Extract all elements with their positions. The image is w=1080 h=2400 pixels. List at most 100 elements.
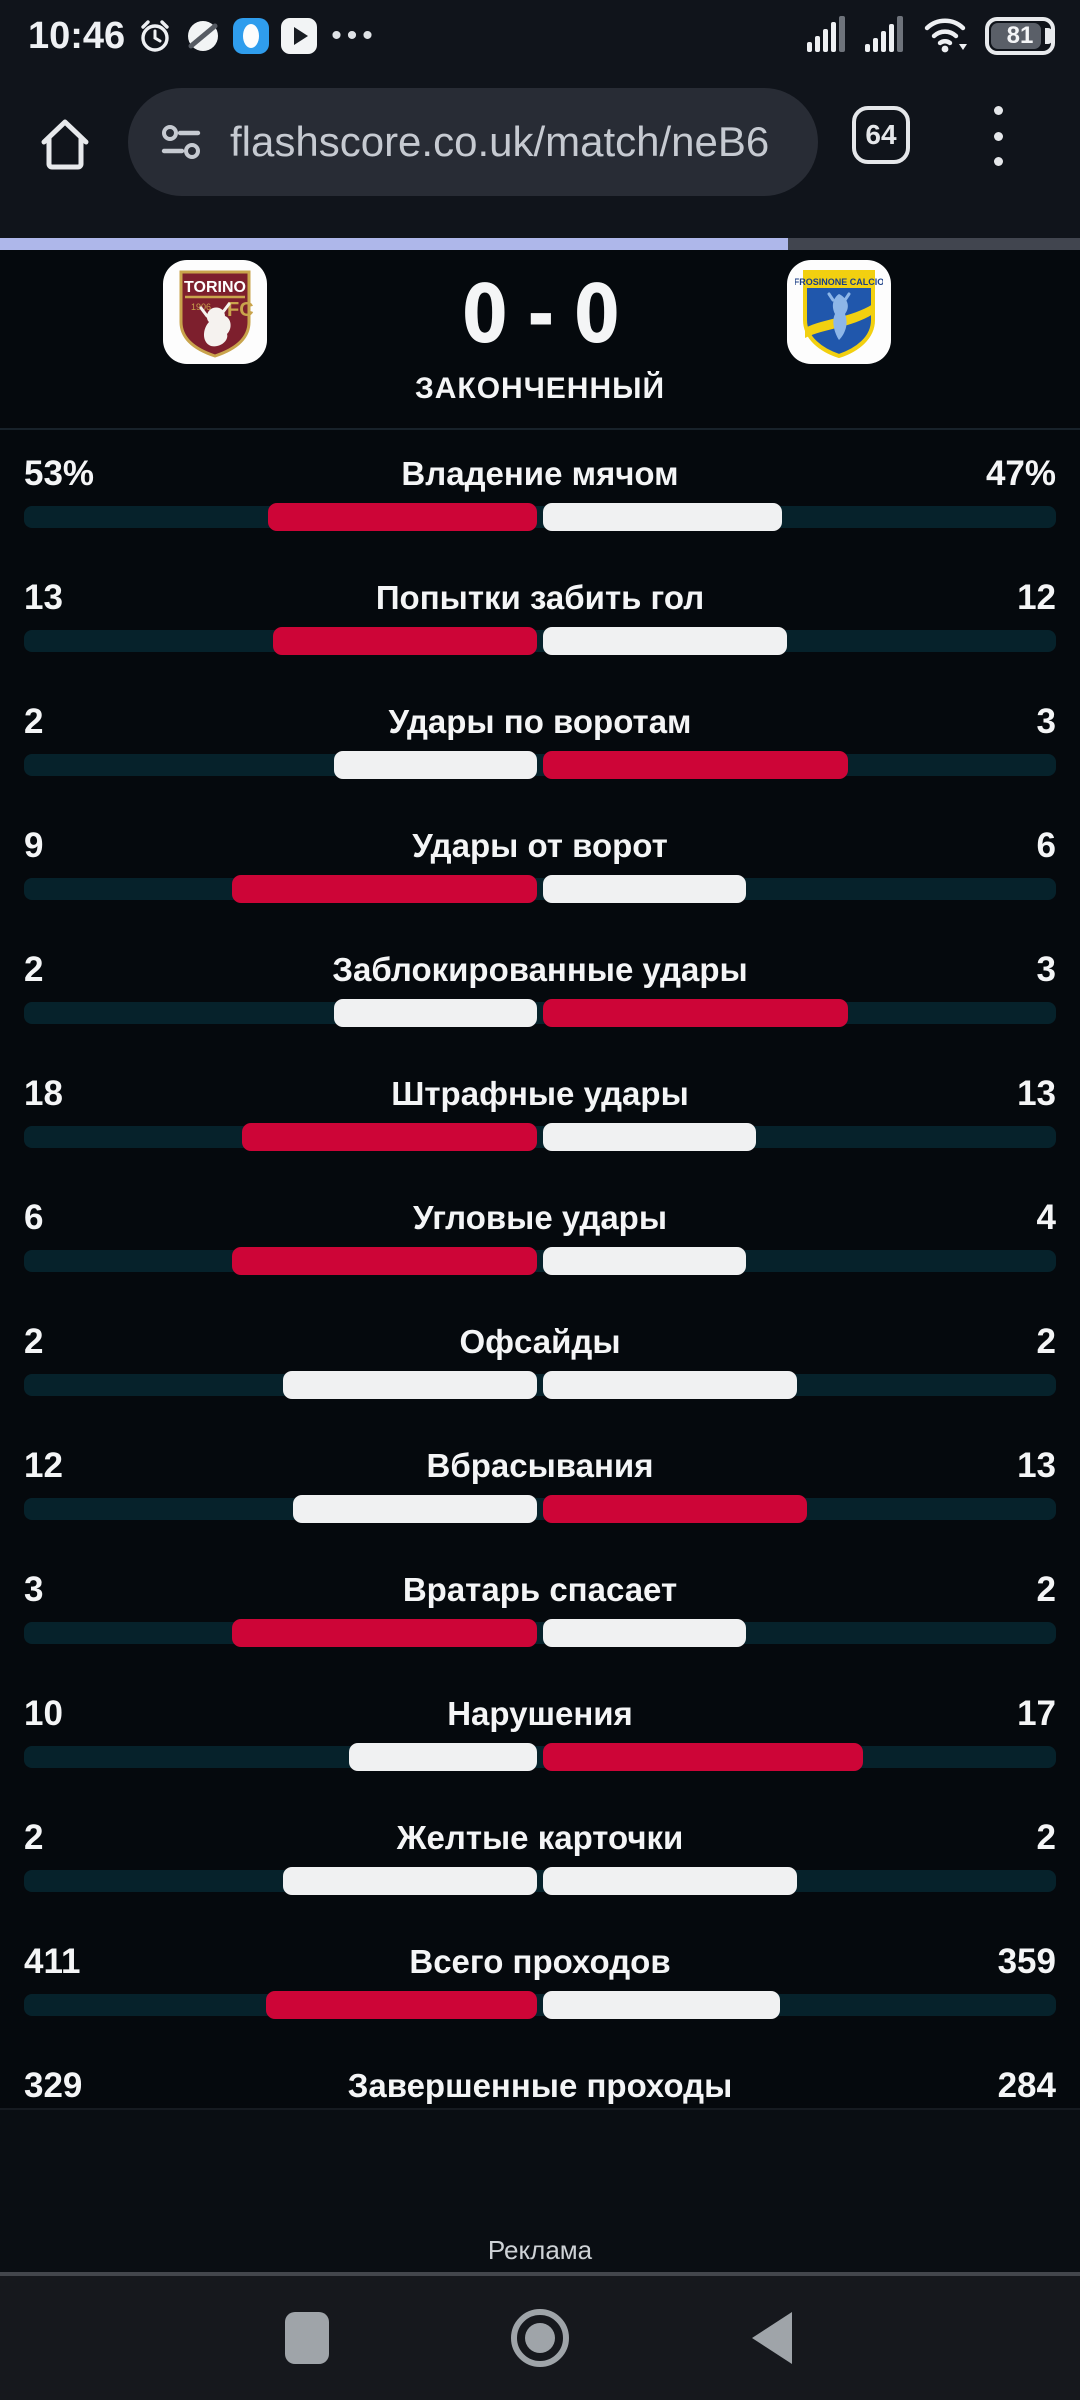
stat-home-value: 13: [24, 578, 63, 617]
stat-bar-right: [543, 1123, 757, 1151]
stat-away-value: 3: [1036, 702, 1056, 741]
cell-signal-1-icon: [807, 14, 851, 59]
stat-label: Угловые удары: [412, 1199, 668, 1236]
stat-row: 9 Удары от ворот 6: [0, 802, 1080, 926]
stat-away-value: 6: [1036, 826, 1056, 865]
stat-bar-track: [24, 1619, 1056, 1647]
stat-bar-left: [283, 1867, 537, 1895]
stat-home-value: 9: [24, 826, 44, 865]
stat-away-value: 284: [997, 2066, 1056, 2105]
stat-label: Удары от ворот: [412, 827, 668, 864]
stat-bar-left: [333, 751, 537, 779]
stat-bar-track: [24, 1247, 1056, 1275]
stat-bar-track: [24, 503, 1056, 531]
home-logo-fc: FC: [227, 299, 254, 321]
away-team-logo[interactable]: FROSINONE CALCIO: [787, 260, 891, 364]
stat-bar-right: [543, 1867, 797, 1895]
stat-bar-track: [24, 1371, 1056, 1399]
page-info-icon[interactable]: [158, 119, 204, 165]
stat-bar-track: [24, 1991, 1056, 2019]
stat-label: Владение мячом: [401, 455, 679, 492]
wifi-icon: [923, 14, 971, 59]
stat-bar-track: [24, 1495, 1056, 1523]
stat-bar-track: [24, 1867, 1056, 1895]
stat-label: Вратарь спасает: [402, 1571, 678, 1608]
stat-away-value: 13: [1017, 1446, 1056, 1485]
match-statistics-list: 53% Владение мячом 47% 13 Попытки забить гол…: [0, 430, 1080, 2108]
stat-label: Штрафные удары: [391, 1075, 689, 1112]
address-bar[interactable]: flashscore.co.uk/match/neB6: [128, 88, 818, 196]
stat-label: Всего проходов: [409, 1943, 671, 1980]
stat-row: 2 Офсайды 2: [0, 1298, 1080, 1422]
notification-overflow-dots: •••: [331, 19, 378, 52]
stat-row: 12 Вбрасывания 13: [0, 1422, 1080, 1546]
stat-bar-left: [333, 999, 537, 1027]
stat-home-value: 2: [24, 1818, 44, 1857]
stat-home-value: 6: [24, 1198, 44, 1237]
stat-home-value: 329: [24, 2066, 83, 2105]
browser-menu-button[interactable]: [978, 104, 1018, 168]
messenger-app-icon: [233, 18, 270, 54]
stat-row: 2 Желтые карточки 2: [0, 1794, 1080, 1918]
stat-bar-right: [543, 1619, 747, 1647]
stat-home-value: 2: [24, 702, 44, 741]
stat-label: Желтые карточки: [396, 1819, 684, 1856]
stat-bar-track: [24, 999, 1056, 1027]
home-logo-name: TORINO: [184, 279, 246, 296]
battery-icon: 81: [985, 17, 1055, 55]
video-app-icon: [281, 18, 318, 54]
stat-bar-right: [543, 1371, 797, 1399]
tab-switcher-button[interactable]: 64: [852, 106, 910, 164]
recents-icon[interactable]: [247, 2276, 367, 2400]
stat-bar-track: [24, 627, 1056, 655]
nav-separator: [0, 2272, 1080, 2276]
stat-bar-left: [348, 1743, 537, 1771]
stat-bar-track: [24, 1123, 1056, 1151]
browser-chrome: 10:46 •••: [0, 0, 1080, 250]
stat-label: Завершенные проходы: [347, 2067, 733, 2104]
stat-away-value: 47%: [985, 454, 1056, 493]
stat-label: Нарушения: [447, 1695, 633, 1732]
home-button[interactable]: [34, 114, 96, 181]
home-team-logo[interactable]: TORINO 1906 FC: [163, 260, 267, 364]
stat-bar-left: [232, 1619, 537, 1647]
home-circle-icon[interactable]: [480, 2276, 600, 2400]
page-load-progress-bar: [0, 238, 1080, 250]
stat-bar-left: [242, 1123, 537, 1151]
stat-home-value: 2: [24, 1322, 44, 1361]
android-nav-bar: [0, 2276, 1080, 2400]
stat-away-value: 2: [1036, 1818, 1056, 1857]
stat-row: 13 Попытки забить гол 12: [0, 554, 1080, 678]
stat-bar-track: [24, 1743, 1056, 1771]
stat-row: 18 Штрафные удары 13: [0, 1050, 1080, 1174]
match-header: TORINO 1906 FC 0 - 0 ЗАКОНЧЕННЫЙ FROSINO…: [0, 250, 1080, 430]
stat-home-value: 53%: [24, 454, 95, 493]
stat-bar-right: [543, 875, 747, 903]
stat-bar-left: [267, 503, 537, 531]
stat-row: 6 Угловые удары 4: [0, 1174, 1080, 1298]
stat-away-value: 2: [1036, 1570, 1056, 1609]
stat-row: 2 Заблокированные удары 3: [0, 926, 1080, 1050]
stat-home-value: 2: [24, 950, 44, 989]
clock: 10:46: [28, 14, 126, 57]
stat-row: 53% Владение мячом 47%: [0, 430, 1080, 554]
stat-row: 329 Завершенные проходы 284: [0, 2042, 1080, 2108]
stat-bar-track: [24, 875, 1056, 903]
stat-label: Удары по воротам: [388, 703, 692, 740]
match-score: 0 - 0: [461, 268, 620, 361]
stat-row: 2 Удары по воротам 3: [0, 678, 1080, 802]
url-text[interactable]: flashscore.co.uk/match/neB6: [230, 118, 770, 165]
stat-away-value: 12: [1017, 578, 1056, 617]
header-divider: [0, 428, 1080, 430]
battery-percent: 81: [1006, 22, 1034, 49]
stat-bar-right: [543, 503, 782, 531]
stat-bar-left: [232, 875, 537, 903]
tab-count: 64: [865, 119, 897, 150]
stat-bar-right: [543, 999, 848, 1027]
stat-home-value: 10: [24, 1694, 63, 1733]
back-icon[interactable]: [712, 2276, 832, 2400]
status-bar: 10:46 •••: [0, 0, 1080, 72]
stat-row: 3 Вратарь спасает 2: [0, 1546, 1080, 1670]
alarm-icon: [137, 18, 173, 54]
